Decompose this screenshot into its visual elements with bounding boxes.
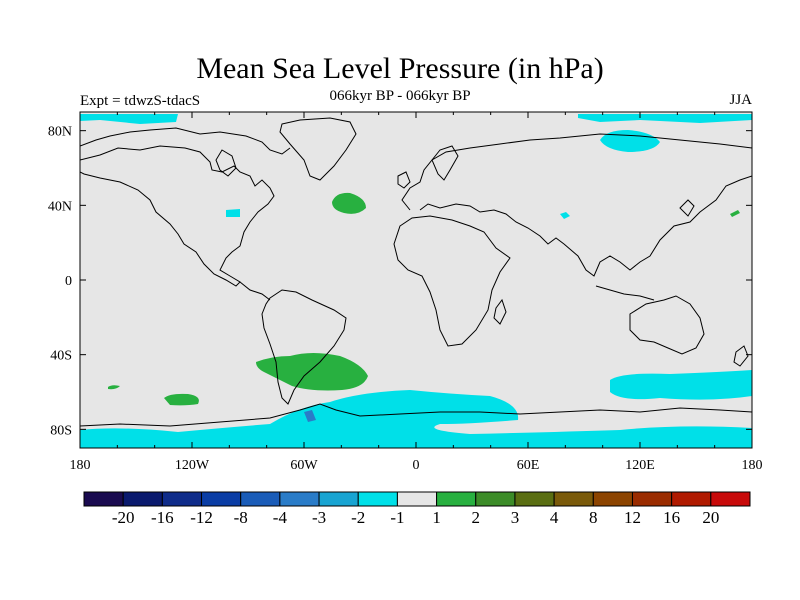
anomaly-shading <box>80 114 752 448</box>
greenland-coast <box>279 117 357 181</box>
hudson-bay <box>215 149 237 177</box>
colorbar-label: -16 <box>151 508 174 527</box>
chart-title: Mean Sea Level Pressure (in hPa) <box>196 52 604 85</box>
colorbar-label: -20 <box>112 508 135 527</box>
colorbar-swatch <box>592 491 633 507</box>
uk-coast <box>397 171 411 189</box>
lat-tick-label: 40N <box>48 199 72 214</box>
small-green-right <box>730 210 740 217</box>
central-america-coast <box>239 281 271 301</box>
colorbar-swatch <box>671 491 712 507</box>
north-america-coast <box>80 145 275 287</box>
colorbar-swatch <box>318 491 359 507</box>
colorbar-label: -12 <box>190 508 213 527</box>
axis-ticks: 80N 40N 0 40S 80S 180 120W 60W 0 60E 120E 180 <box>48 112 763 473</box>
lat-tick-label: 40S <box>50 349 72 364</box>
new-zealand-coast <box>733 345 749 367</box>
colorbar-label: -1 <box>390 508 404 527</box>
lat-tick-label: 0 <box>65 274 72 289</box>
colorbar-label: -2 <box>351 508 365 527</box>
indonesia-coast <box>595 285 655 301</box>
arctic-cyan-left <box>80 114 178 124</box>
lon-tick-label: 60E <box>517 458 540 473</box>
south-america-green <box>256 353 368 391</box>
small-green-left <box>108 385 120 390</box>
colorbar-swatch <box>436 491 477 507</box>
lon-tick-label: 180 <box>742 458 763 473</box>
left-edge-cyan <box>80 434 128 446</box>
scandinavia-coast <box>431 145 459 181</box>
lon-tick-label: 120W <box>175 458 210 473</box>
japan-coast <box>679 199 695 217</box>
cyan-anomaly-regions <box>80 114 752 448</box>
colorbar-swatch <box>553 491 594 507</box>
period-label: 066kyr BP - 066kyr BP <box>329 88 471 104</box>
season-label: JJA <box>729 92 752 108</box>
experiment-label: Expt = tdwzS-tdacS <box>80 93 201 109</box>
colorbar-swatch <box>514 491 555 507</box>
colorbar-label: 12 <box>624 508 641 527</box>
colorbar-label: -8 <box>234 508 248 527</box>
south-pacific-green <box>164 393 199 406</box>
south-indian-cyan <box>610 370 752 400</box>
antarctica-coast <box>80 403 752 427</box>
colorbar-swatch <box>279 491 320 507</box>
colorbar-swatch <box>83 491 124 507</box>
colorbar-swatch <box>201 491 242 507</box>
arctic-cyan-right <box>578 114 752 123</box>
australia-coast <box>629 295 705 355</box>
south-america-coast <box>261 289 347 405</box>
lat-tick-label: 80N <box>48 125 72 140</box>
lon-tick-label: 120E <box>625 458 655 473</box>
lat-tick-label: 80S <box>50 423 72 438</box>
antarctic-blue-patch <box>304 410 316 422</box>
colorbar-label: 1 <box>432 508 441 527</box>
colorbar: -20 -16 -12 -8 -4 -3 -2 -1 1 2 3 4 8 12 16 20 <box>83 491 751 527</box>
colorbar-swatch <box>475 491 516 507</box>
lon-tick-label: 180 <box>70 458 91 473</box>
alaska-coast <box>80 127 291 155</box>
colorbar-label: 2 <box>472 508 481 527</box>
green-anomaly-regions <box>108 192 740 406</box>
colorbar-label: 20 <box>702 508 719 527</box>
colorbar-label: 4 <box>550 508 559 527</box>
colorbar-swatch <box>710 491 751 507</box>
colorbar-label: -4 <box>273 508 288 527</box>
colorbar-swatch <box>357 491 398 507</box>
eurasia-coast <box>401 133 752 211</box>
africa-coast <box>393 215 511 347</box>
colorbar-swatch <box>631 491 673 507</box>
colorbar-label: -3 <box>312 508 326 527</box>
colorbar-swatch <box>396 491 438 507</box>
colorbar-swatch <box>161 491 203 507</box>
pacific-small-cyan <box>226 209 240 217</box>
lon-tick-label: 0 <box>413 458 420 473</box>
colorbar-swatch <box>122 491 163 507</box>
lon-tick-label: 60W <box>290 458 318 473</box>
arctic-cyan-blob <box>600 130 660 152</box>
asia-small-cyan <box>560 212 570 219</box>
eurasia-south-coast <box>419 175 752 277</box>
north-atlantic-green <box>332 192 366 214</box>
colorbar-label: 3 <box>511 508 520 527</box>
southern-ocean-cyan <box>80 390 752 448</box>
madagascar-coast <box>493 298 507 325</box>
coastlines <box>80 117 752 427</box>
colorbar-swatch <box>240 491 281 507</box>
colorbar-label: 16 <box>663 508 680 527</box>
colorbar-label: 8 <box>589 508 598 527</box>
